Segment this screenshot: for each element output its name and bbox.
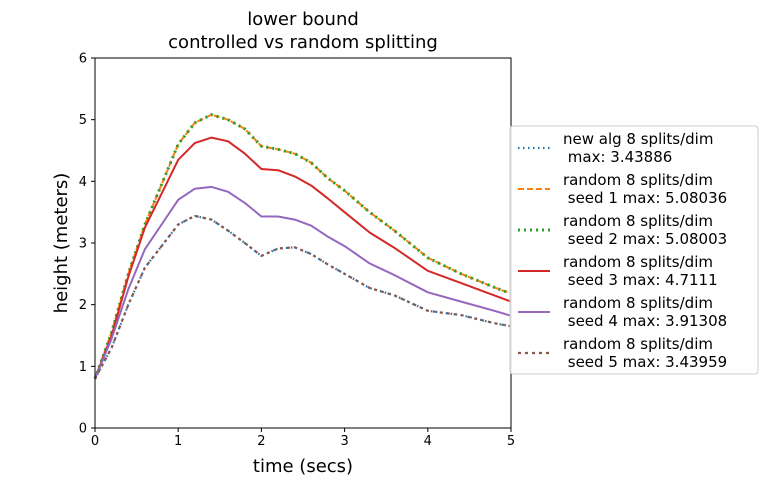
plot-frame	[94, 57, 512, 429]
legend-label-2-line-2: seed 1 max: 5.08036	[563, 189, 727, 207]
legend-label-4-line-2: seed 3 max: 4.7111	[563, 271, 718, 289]
y-axis: 0 1 2 3 4 5 6	[79, 52, 95, 437]
plot-lines	[93, 113, 512, 380]
x-tick-label: 1	[174, 434, 182, 449]
x-tick-label: 0	[91, 434, 99, 449]
legend-label-1-line-1: new alg 8 splits/dim	[563, 130, 713, 148]
legend-label-4-line-1: random 8 splits/dim	[563, 253, 713, 271]
y-tick-label: 6	[79, 52, 87, 67]
x-axis: 0 1 2 3 4 5	[91, 428, 515, 449]
series-line-3	[93, 113, 512, 380]
legend-label-6-line-2: seed 5 max: 3.43959	[563, 353, 727, 371]
series-line-4	[94, 136, 512, 380]
y-tick-label: 0	[79, 422, 87, 437]
legend-label-3-line-1: random 8 splits/dim	[563, 212, 713, 230]
legend-label-6-line-1: random 8 splits/dim	[563, 335, 713, 353]
y-tick-label: 3	[79, 237, 87, 252]
y-axis-label: height (meters)	[51, 173, 72, 314]
y-tick-label: 4	[79, 175, 87, 190]
y-tick-label: 5	[79, 113, 87, 128]
legend-label-3-line-2: seed 2 max: 5.08003	[563, 230, 727, 248]
chart-title-line-2: controlled vs random splitting	[168, 32, 438, 53]
legend-label-1-line-2: max: 3.43886	[563, 148, 672, 166]
x-axis-label: time (secs)	[253, 456, 353, 477]
chart-title: lower bound controlled vs random splitti…	[168, 9, 438, 53]
y-tick-label: 2	[79, 298, 87, 313]
x-tick-label: 3	[340, 434, 348, 449]
series-line-5	[94, 185, 512, 380]
legend-label-5-line-2: seed 4 max: 3.91308	[563, 312, 727, 330]
series-line-2	[94, 113, 512, 380]
legend-label-2-line-1: random 8 splits/dim	[563, 171, 713, 189]
x-tick-label: 5	[507, 434, 515, 449]
y-tick-label: 1	[79, 360, 87, 375]
series-line-6	[94, 214, 512, 380]
x-tick-label: 4	[424, 434, 432, 449]
legend-label-5-line-1: random 8 splits/dim	[563, 294, 713, 312]
x-tick-label: 2	[257, 434, 265, 449]
chart-title-line-1: lower bound	[247, 9, 359, 30]
legend: new alg 8 splits/dim max: 3.43886 random …	[509, 125, 759, 375]
legend-frame	[509, 125, 759, 375]
